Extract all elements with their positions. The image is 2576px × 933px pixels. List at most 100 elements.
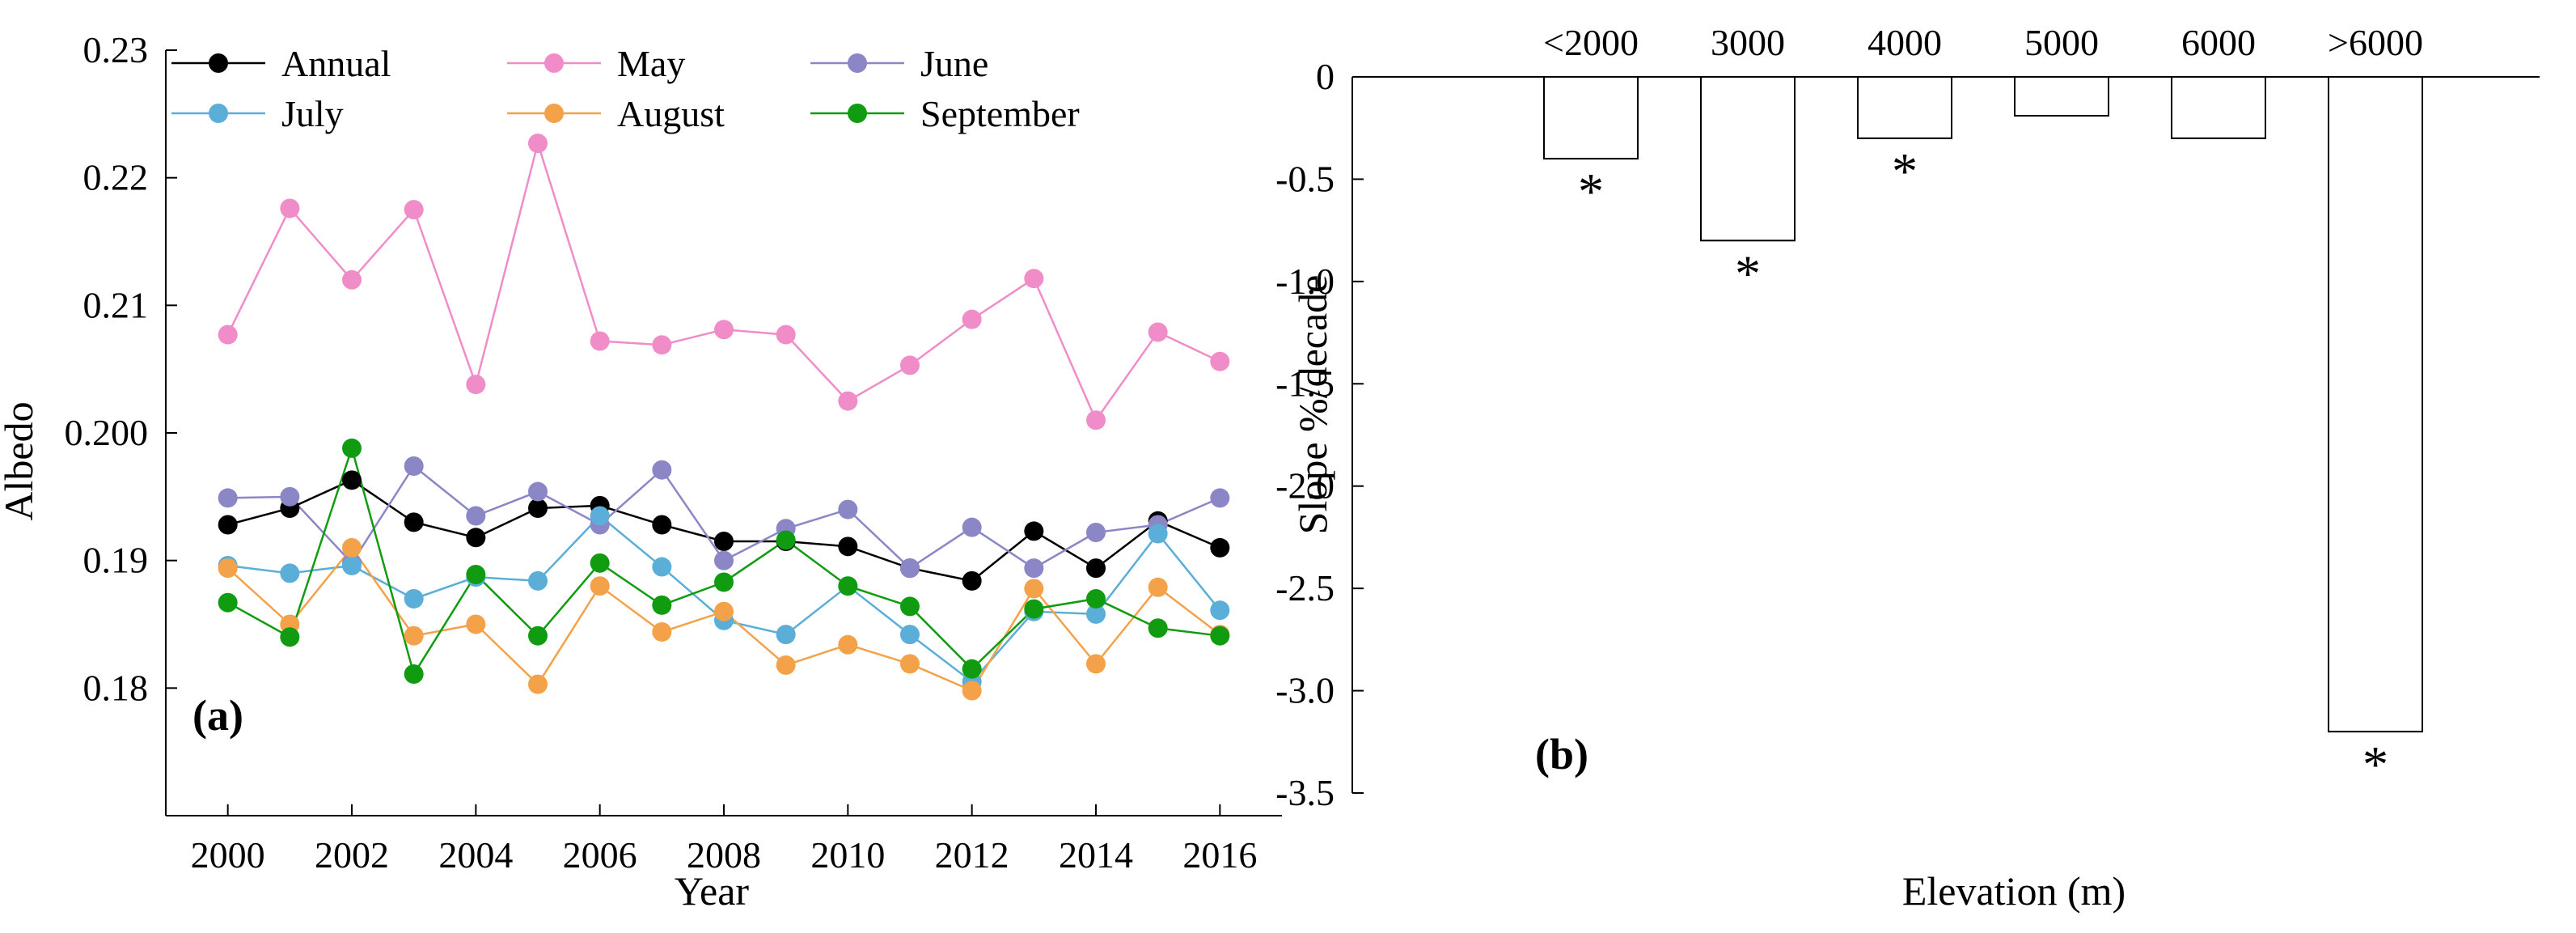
panel-a-x-tick-label: 2000 [191,834,265,876]
legend-marker-june [848,53,867,73]
data-point-june [528,481,548,502]
data-point-june [838,499,858,520]
data-point-september [900,596,920,617]
data-point-may [590,331,610,351]
data-point-may [342,269,362,290]
panel-a-x-tick-label: 2010 [810,834,885,876]
panel-a-line-chart: 0.18 0.19 0.200 0.21 0.22 0.23 2000 2002 2004 200… [0,29,1282,914]
data-point-september [404,664,424,684]
data-point-june [466,506,486,526]
category-label: <2000 [1543,22,1639,63]
panel-b-label: (b) [1535,730,1588,778]
panel-a-y-tick-label: 0.22 [83,157,149,198]
data-point-annual [528,498,548,519]
panel-b-y-tick-label: -1.0 [1275,261,1335,302]
data-point-august [838,634,858,655]
data-point-may [280,198,300,218]
legend-marker-annual [209,53,228,73]
panel-b-y-tick-label: 0 [1316,56,1335,97]
data-point-september [280,627,300,647]
data-point-july [342,555,362,575]
data-point-june [1024,558,1044,579]
data-point-september [218,592,238,613]
data-point-september [342,438,362,458]
bar-0 [1543,76,1639,160]
data-point-august [218,558,238,579]
data-point-september [962,659,982,679]
panel-b-y-tick-label: -3.0 [1275,670,1335,711]
data-point-august [1086,654,1106,674]
bar-3 [2014,76,2109,117]
significance-marker: * [1578,163,1604,220]
data-point-september [776,530,796,550]
data-point-june [714,550,734,570]
data-point-annual [714,532,734,552]
panel-b-y-tick-label: -2.5 [1275,567,1335,609]
panel-b-y-tick-label: -0.5 [1275,158,1335,199]
data-point-may [1086,410,1106,430]
data-point-september [838,576,858,596]
series-line-may [226,139,1220,422]
panel-a-legend: Annual May June July August September [171,43,1080,134]
panel-b-x-axis-label: Elevation (m) [1902,868,2126,914]
data-point-july [776,625,796,645]
data-point-july [528,570,548,591]
legend-label-may: May [617,43,685,84]
data-point-annual [466,528,486,548]
data-point-may [776,324,796,345]
data-point-july [1086,604,1106,624]
data-point-annual [1086,558,1106,579]
data-point-september [1148,618,1168,638]
data-point-june [962,517,982,537]
panel-a-y-tick-label: 0.200 [65,412,149,453]
data-point-may [714,320,734,340]
bar-4 [2171,76,2266,139]
data-point-may [838,391,858,411]
data-point-july [900,625,920,645]
legend-label-july: July [281,93,344,134]
category-label: >6000 [2328,22,2423,63]
data-point-august [1024,579,1044,599]
data-point-june [280,486,300,507]
data-point-annual [404,512,424,532]
data-point-july [280,563,300,583]
panel-a-x-tick-label: 2016 [1182,834,1257,876]
panel-b-axes: 0 -0.5 -1.0 -1.5 -2.0 -2.5 -3.0 -3.5 [1275,56,2540,813]
data-point-september [714,572,734,592]
data-point-june [652,460,672,480]
data-point-july [652,557,672,577]
legend-marker-may [544,53,564,73]
data-point-august [590,576,610,596]
panel-a-x-tick-label: 2002 [315,834,389,876]
data-point-september [590,553,610,573]
panel-a-x-tick-label: 2004 [438,834,513,876]
bar-2 [1857,76,1952,139]
data-point-annual [1024,521,1044,541]
panel-a-label: (a) [192,691,243,740]
data-point-august [962,681,982,701]
data-point-august [776,655,796,675]
data-point-annual [342,470,362,490]
data-point-september [1024,599,1044,619]
panel-a-y-tick-label: 0.18 [83,667,149,708]
panel-a-y-axis-label: Albedo [0,401,41,520]
legend-marker-august [544,104,564,123]
data-point-annual [652,515,672,535]
category-label: 6000 [2181,22,2256,63]
panel-a-series [218,134,1230,701]
significance-marker: * [1892,142,1918,200]
significance-marker: * [2362,736,2388,793]
data-point-august [404,626,424,646]
panel-a-y-tick-label: 0.21 [83,284,149,325]
data-point-august [1148,577,1168,597]
data-point-may [1024,269,1044,289]
data-point-may [528,134,548,154]
data-point-may [1210,351,1230,371]
data-point-may [466,375,486,395]
data-point-august [342,537,362,558]
data-point-august [900,654,920,674]
legend-marker-september [848,104,867,123]
data-point-annual [1210,537,1230,558]
panel-a-y-tick-label: 0.23 [83,29,149,70]
data-point-may [1148,322,1168,342]
